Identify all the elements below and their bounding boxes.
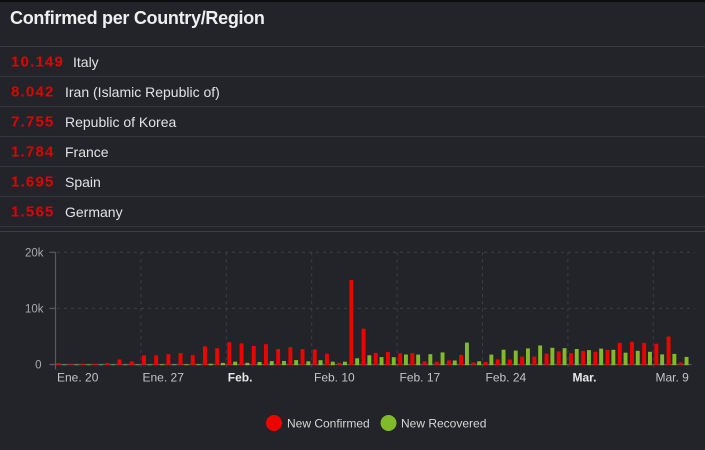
- svg-text:Feb.: Feb.: [228, 371, 253, 385]
- svg-text:New Recovered: New Recovered: [401, 417, 486, 431]
- svg-text:20k: 20k: [25, 247, 44, 259]
- svg-text:Ene. 20: Ene. 20: [57, 371, 99, 385]
- svg-text:Feb. 24: Feb. 24: [486, 371, 527, 385]
- svg-text:Mar. 9: Mar. 9: [656, 371, 690, 385]
- svg-text:Ene. 27: Ene. 27: [143, 371, 185, 385]
- svg-text:Mar.: Mar.: [573, 371, 597, 385]
- svg-text:Feb. 10: Feb. 10: [314, 371, 355, 385]
- svg-text:0: 0: [35, 360, 41, 372]
- svg-text:Feb. 17: Feb. 17: [400, 371, 441, 385]
- svg-text:New Confirmed: New Confirmed: [287, 417, 370, 431]
- svg-text:10k: 10k: [25, 303, 44, 315]
